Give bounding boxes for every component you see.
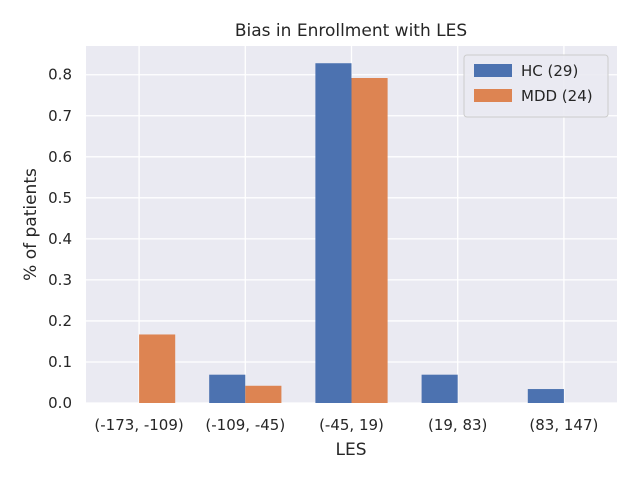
y-tick-label: 0.0 <box>48 394 72 412</box>
bar-hc <box>209 374 246 403</box>
legend: HC (29) MDD (24) <box>463 54 609 118</box>
x-axis-label: LES <box>335 440 366 460</box>
x-tick-label: (-109, -45) <box>205 416 285 434</box>
y-tick-label: 0.4 <box>48 230 72 248</box>
y-tick-label: 0.2 <box>48 312 72 330</box>
bars <box>139 63 564 403</box>
legend-label: MDD (24) <box>521 87 593 105</box>
legend-swatch <box>474 64 512 77</box>
y-tick-label: 0.1 <box>48 353 72 371</box>
bar-hc <box>421 374 458 403</box>
bar-hc <box>527 389 564 403</box>
x-tick-label: (83, 147) <box>529 416 598 434</box>
bar-mdd <box>139 334 176 403</box>
legend-label: HC (29) <box>521 62 578 80</box>
bar-hc <box>315 63 352 403</box>
y-tick-label: 0.5 <box>48 189 72 207</box>
y-tick-label: 0.7 <box>48 107 72 125</box>
x-tick-label: (19, 83) <box>428 416 487 434</box>
legend-swatch <box>474 89 512 102</box>
x-axis-ticks: (-173, -109) (-109, -45) (-45, 19) (19, 83)… <box>94 416 598 434</box>
chart-title: Bias in Enrollment with LES <box>235 21 467 41</box>
bar-mdd <box>245 385 282 403</box>
bar-mdd <box>351 78 388 403</box>
x-tick-label: (-45, 19) <box>319 416 384 434</box>
x-tick-label: (-173, -109) <box>94 416 183 434</box>
y-tick-label: 0.6 <box>48 148 72 166</box>
y-tick-label: 0.3 <box>48 271 72 289</box>
y-axis-label: % of patients <box>21 168 41 281</box>
y-axis-ticks: 0.0 0.1 0.2 0.3 0.4 0.5 0.6 0.7 0.8 <box>48 66 72 412</box>
y-tick-label: 0.8 <box>48 66 72 84</box>
